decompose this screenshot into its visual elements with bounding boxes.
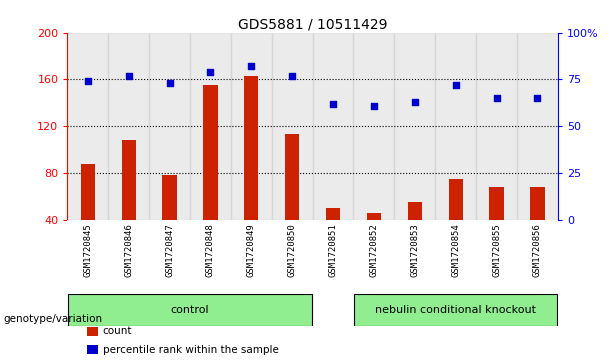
Bar — [68, 294, 312, 326]
Bar — [354, 33, 394, 220]
Point — [246, 64, 256, 69]
Text: nebulin conditional knockout: nebulin conditional knockout — [375, 305, 536, 315]
Bar — [408, 202, 422, 220]
Bar — [517, 33, 558, 220]
Title: GDS5881 / 10511429: GDS5881 / 10511429 — [238, 17, 387, 32]
Text: GSM1720851: GSM1720851 — [329, 223, 338, 277]
Point — [410, 99, 420, 105]
Bar — [285, 134, 299, 220]
Bar — [162, 175, 177, 220]
Point — [451, 82, 460, 88]
Text: genotype/variation: genotype/variation — [3, 314, 102, 325]
Bar — [244, 76, 259, 220]
Bar — [449, 179, 463, 220]
Point — [328, 101, 338, 107]
Text: GSM1720854: GSM1720854 — [451, 223, 460, 277]
Text: GSM1720845: GSM1720845 — [83, 223, 93, 277]
Text: GSM1720853: GSM1720853 — [410, 223, 419, 277]
Text: GSM1720849: GSM1720849 — [247, 223, 256, 277]
Bar — [272, 33, 313, 220]
Bar — [190, 33, 231, 220]
Text: count: count — [103, 326, 132, 337]
Point — [165, 80, 175, 86]
Text: GSM1720856: GSM1720856 — [533, 223, 542, 277]
Bar — [87, 327, 98, 336]
Bar — [326, 208, 340, 220]
Bar — [489, 187, 504, 220]
Point — [287, 73, 297, 78]
Bar — [87, 345, 98, 354]
Bar — [81, 163, 95, 220]
Point — [205, 69, 215, 75]
Text: GSM1720848: GSM1720848 — [206, 223, 215, 277]
Text: GSM1720852: GSM1720852 — [370, 223, 378, 277]
Bar — [121, 140, 136, 220]
Bar — [231, 33, 272, 220]
Bar — [476, 33, 517, 220]
Bar — [367, 213, 381, 220]
Bar — [354, 294, 557, 326]
Bar — [149, 33, 190, 220]
Text: GSM1720847: GSM1720847 — [165, 223, 174, 277]
Bar — [530, 187, 544, 220]
Point — [492, 95, 501, 101]
Text: GSM1720850: GSM1720850 — [287, 223, 297, 277]
Bar — [313, 33, 354, 220]
Bar — [109, 33, 149, 220]
Point — [124, 73, 134, 78]
Text: percentile rank within the sample: percentile rank within the sample — [103, 344, 279, 355]
Point — [83, 78, 93, 84]
Bar — [204, 85, 218, 220]
Bar — [67, 33, 109, 220]
Bar — [394, 33, 435, 220]
Text: control: control — [170, 305, 210, 315]
Point — [369, 103, 379, 109]
Text: GSM1720846: GSM1720846 — [124, 223, 133, 277]
Text: GSM1720855: GSM1720855 — [492, 223, 501, 277]
Bar — [435, 33, 476, 220]
Point — [533, 95, 543, 101]
